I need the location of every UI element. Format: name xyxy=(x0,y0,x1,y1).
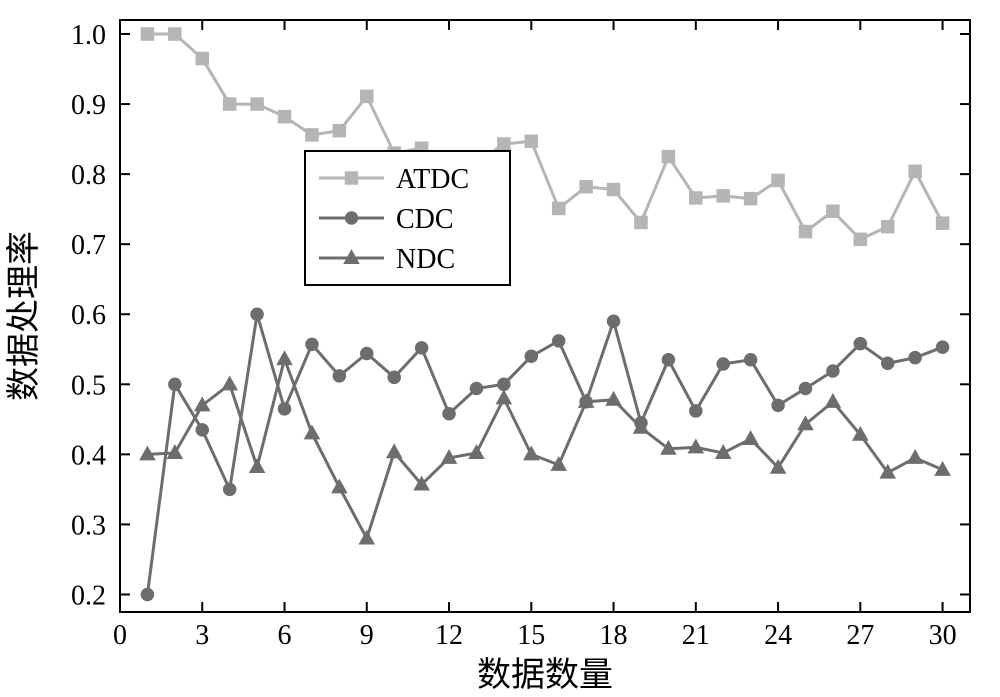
y-tick-label: 0.6 xyxy=(71,300,106,331)
x-tick-label: 30 xyxy=(929,620,957,651)
y-tick-label: 1.0 xyxy=(71,20,106,51)
x-tick-label: 15 xyxy=(517,620,545,651)
x-tick-label: 12 xyxy=(435,620,463,651)
x-tick-label: 0 xyxy=(113,620,127,651)
y-tick-label: 0.7 xyxy=(71,230,106,261)
x-tick-label: 21 xyxy=(682,620,710,651)
x-axis-label: 数据数量 xyxy=(477,656,613,692)
y-tick-label: 0.8 xyxy=(71,160,106,191)
line-chart: 0 3 6 9 12 15 18 21 24 27 30 数据数量 0.2 0.3 0.4 0.5 0.6 0.7… xyxy=(0,0,1000,692)
chart-svg: 0 3 6 9 12 15 18 21 24 27 30 数据数量 0.2 0.3 0.4 0.5 0.6 0.7… xyxy=(0,0,1000,692)
x-tick-label: 6 xyxy=(278,620,292,651)
legend-label-ndc: NDC xyxy=(396,244,455,275)
y-tick-label: 0.5 xyxy=(71,370,106,401)
y-tick-label: 0.4 xyxy=(71,440,106,471)
legend-label-cdc: CDC xyxy=(396,204,454,235)
y-tick-label: 0.3 xyxy=(71,510,106,541)
y-axis-label: 数据处理率 xyxy=(5,231,43,401)
y-tick-label: 0.9 xyxy=(71,90,106,121)
x-tick-label: 27 xyxy=(846,620,874,651)
x-tick-label: 3 xyxy=(195,620,209,651)
x-tick-label: 24 xyxy=(764,620,792,651)
legend-label-atdc: ATDC xyxy=(396,164,469,195)
legend: ATDC CDC NDC xyxy=(305,151,510,285)
x-tick-label: 18 xyxy=(600,620,628,651)
x-tick-label: 9 xyxy=(360,620,374,651)
y-tick-label: 0.2 xyxy=(71,580,106,611)
